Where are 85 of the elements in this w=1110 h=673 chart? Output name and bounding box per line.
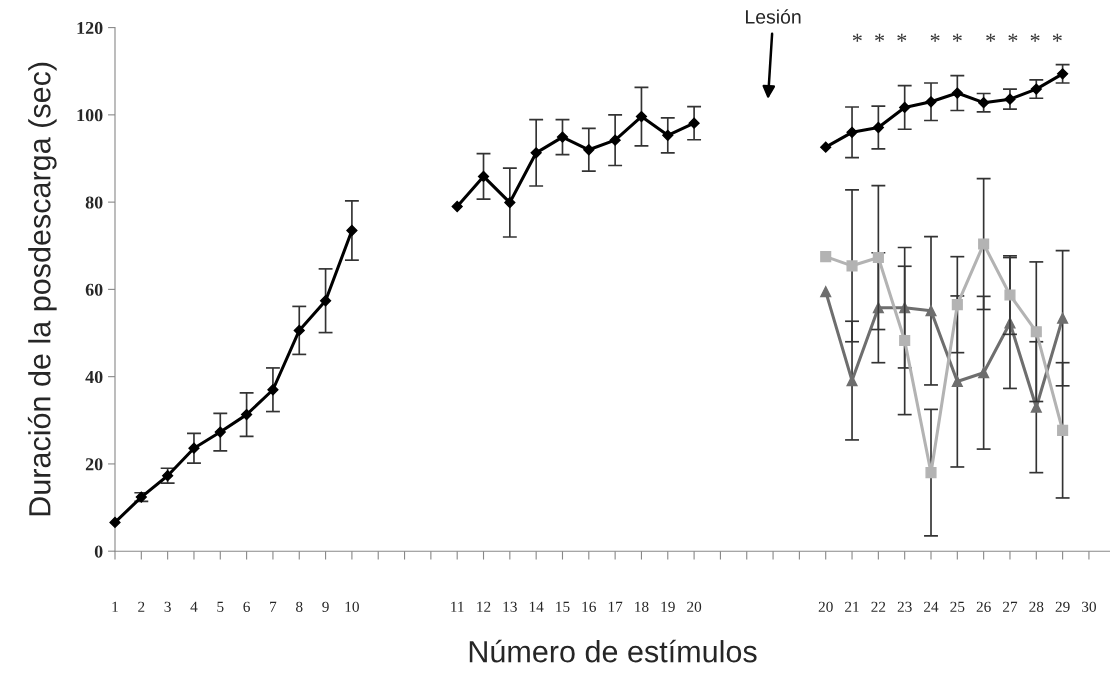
- y-tick-label: 20: [85, 458, 103, 471]
- x-tick-label: 1: [112, 601, 118, 612]
- x-tick-label: 23: [897, 601, 912, 612]
- x-tick-label: 11: [451, 601, 464, 612]
- x-tick-label: 13: [503, 601, 517, 612]
- x-tick-label: 16: [582, 601, 596, 612]
- point: [951, 87, 963, 99]
- point: [978, 97, 990, 109]
- y-tick-label: 120: [77, 21, 103, 35]
- point: [109, 516, 121, 528]
- point: [820, 286, 832, 298]
- x-tick-label: 20: [818, 601, 833, 612]
- point: [609, 134, 621, 146]
- point: [899, 334, 911, 346]
- point: [583, 144, 595, 156]
- point: [635, 110, 648, 123]
- point: [662, 129, 674, 141]
- y-axis-title: Duración de la posdescarga (sec): [27, 62, 57, 516]
- x-tick-label: 24: [924, 601, 939, 612]
- x-tick-label: 15: [556, 601, 570, 612]
- point: [346, 224, 358, 237]
- point: [872, 121, 884, 134]
- point: [951, 375, 963, 388]
- point: [978, 367, 990, 379]
- point: [978, 238, 990, 250]
- x-tick-label: 18: [635, 601, 649, 612]
- point: [1004, 93, 1016, 105]
- y-tick-label: 60: [85, 283, 103, 296]
- x-tick-label: 8: [296, 601, 303, 612]
- x-axis-title: Número de estímulos: [469, 639, 757, 663]
- point: [451, 200, 463, 213]
- x-tick-label: 5: [217, 601, 224, 612]
- point: [214, 426, 226, 438]
- point: [925, 305, 937, 317]
- point: [1030, 83, 1042, 95]
- point: [556, 131, 569, 143]
- point: [820, 251, 832, 263]
- point: [1057, 424, 1069, 436]
- x-tick-label: 3: [164, 601, 171, 612]
- x-tick-label: 19: [661, 601, 675, 612]
- point: [925, 467, 937, 479]
- x-tick-label: 30: [1082, 601, 1096, 612]
- point: [477, 170, 490, 182]
- x-tick-label: 10: [345, 601, 359, 612]
- point: [241, 409, 253, 421]
- x-tick-label: 20: [687, 601, 702, 612]
- point: [899, 101, 911, 114]
- point: [1057, 68, 1069, 80]
- point: [319, 295, 332, 307]
- x-tick-label: 21: [845, 601, 859, 612]
- x-tick-label: 4: [190, 601, 198, 612]
- x-tick-label: 17: [608, 601, 623, 612]
- point: [1030, 326, 1042, 338]
- point: [1004, 289, 1016, 301]
- x-tick-label: 22: [871, 601, 886, 612]
- point: [846, 260, 858, 272]
- y-tick-label: 40: [85, 370, 103, 384]
- point: [820, 141, 832, 153]
- point: [872, 251, 884, 264]
- x-tick-label: 26: [976, 601, 991, 612]
- x-tick-label: 7: [270, 601, 277, 612]
- annotation: * * * * * * * * *: [852, 33, 1062, 42]
- y-tick-label: 0: [94, 545, 103, 558]
- y-tick-label: 100: [77, 109, 103, 122]
- x-tick-label: 29: [1055, 601, 1070, 612]
- x-tick-label: 9: [322, 601, 329, 612]
- point: [688, 117, 700, 129]
- point: [530, 147, 542, 159]
- x-tick-label: 6: [243, 601, 250, 612]
- x-tick-label: 2: [138, 601, 145, 612]
- point: [267, 384, 279, 396]
- point: [846, 126, 858, 138]
- x-tick-label: 27: [1003, 601, 1018, 612]
- x-tick-label: 12: [477, 601, 491, 612]
- text: Lesión: [746, 9, 801, 24]
- x-tick-label: 14: [529, 601, 544, 612]
- y-tick-label: 80: [85, 196, 103, 209]
- x-tick-label: 28: [1029, 601, 1044, 612]
- x-tick-label: 25: [950, 601, 965, 612]
- point: [293, 324, 305, 337]
- point: [951, 299, 963, 311]
- point: [1057, 312, 1069, 324]
- point: [188, 442, 200, 454]
- point: [504, 196, 516, 209]
- point: [925, 96, 937, 108]
